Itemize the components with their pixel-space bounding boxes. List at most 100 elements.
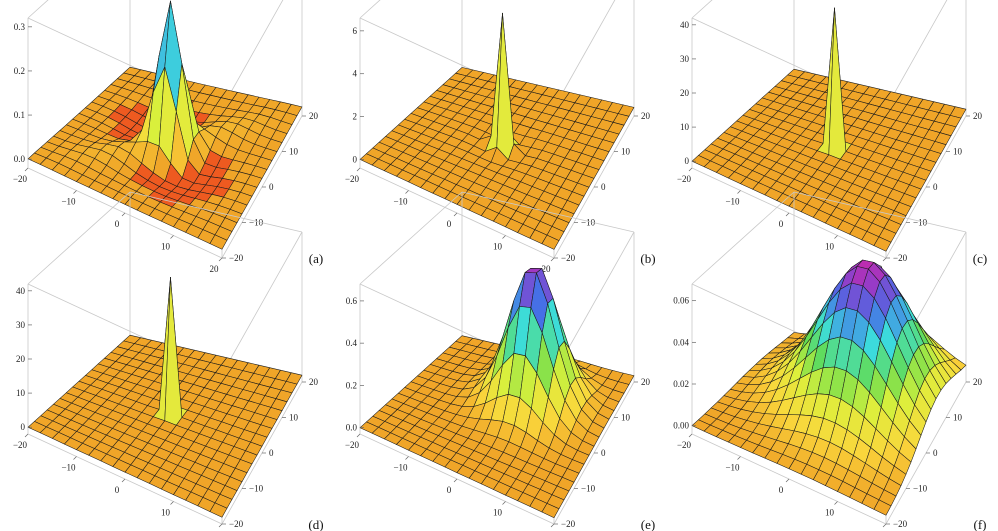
z-tick-label: 40 (680, 20, 690, 30)
y-tick-label: 0 (269, 182, 274, 192)
box-edge (691, 191, 795, 285)
x-tick-mark (550, 257, 555, 262)
x-tick-label: −20 (13, 174, 28, 184)
surface-mesh (359, 12, 635, 250)
x-tick-label: 10 (161, 242, 171, 252)
x-tick-mark (170, 501, 174, 505)
x-tick-label: 0 (447, 485, 452, 495)
z-tick-label: 30 (680, 54, 690, 64)
z-tick-label: 10 (16, 388, 26, 398)
panel-label: (f) (974, 517, 987, 531)
x-tick-mark (737, 456, 741, 460)
x-tick-label: 0 (115, 485, 120, 495)
panel-label: (a) (309, 251, 323, 266)
z-tick-label: 0.06 (673, 296, 689, 306)
box-edge (359, 191, 463, 285)
y-tick-label: −20 (229, 253, 244, 263)
box-edge (793, 191, 967, 233)
y-tick-label: −10 (913, 218, 928, 228)
y-tick-label: 10 (621, 147, 631, 157)
y-tick-label: −10 (249, 218, 264, 228)
box-edge (221, 0, 284, 109)
panel-d: 0 10 20 30 40 −20 −10 0 10 20 −20 −10 0 10 20 (d) (13, 191, 324, 531)
box-edge (461, 191, 635, 233)
y-tick-label: 20 (641, 377, 651, 387)
y-tick-label: −20 (229, 519, 244, 529)
box-edge (221, 231, 303, 375)
x-tick-mark (73, 456, 77, 460)
x-tick-label: −20 (345, 174, 360, 184)
x-tick-mark (218, 257, 223, 262)
panel-label: (c) (973, 251, 987, 266)
y-tick-label: −20 (893, 519, 908, 529)
y-tick-label: 0 (933, 448, 938, 458)
z-tick-label: 30 (16, 320, 26, 330)
x-tick-mark (73, 190, 77, 194)
surface-cell (873, 499, 892, 516)
x-tick-label: 10 (493, 508, 503, 518)
y-tick-label: 20 (641, 111, 651, 121)
y-tick-label: −20 (561, 253, 576, 263)
z-tick-label: 0 (353, 154, 358, 164)
z-tick-label: 0.04 (673, 337, 689, 347)
x-tick-mark (356, 167, 361, 172)
z-tick-label: 0.00 (673, 421, 689, 431)
y-tick-label: 20 (309, 111, 319, 121)
x-tick-label: −10 (61, 197, 76, 207)
surface-cell (209, 234, 228, 250)
z-tick-label: 0.4 (346, 338, 358, 348)
surface-mesh (27, 0, 303, 250)
x-tick-mark (405, 456, 409, 460)
x-tick-label: 0 (779, 219, 784, 229)
x-tick-mark (834, 235, 838, 239)
y-tick-label: 10 (621, 413, 631, 423)
x-tick-mark (453, 478, 458, 483)
z-tick-label: 0.6 (346, 296, 358, 306)
y-tick-label: 10 (953, 413, 963, 423)
x-tick-label: 10 (825, 242, 835, 252)
z-tick-label: 0.2 (346, 380, 357, 390)
z-tick-label: 0.0 (14, 154, 26, 164)
z-tick-label: 0.1 (14, 110, 25, 120)
y-tick-label: −10 (581, 484, 596, 494)
y-tick-label: −20 (561, 519, 576, 529)
z-tick-label: 20 (16, 354, 26, 364)
x-tick-label: 10 (825, 508, 835, 518)
surface-mesh (359, 268, 635, 518)
x-tick-mark (882, 257, 887, 262)
box-edge (129, 191, 303, 233)
y-tick-label: 0 (933, 182, 938, 192)
x-tick-label: −20 (13, 440, 28, 450)
panel-a: 0.0 0.1 0.2 0.3 −20 −10 0 10 20 −20 −10 0 10 20 (a) (13, 0, 323, 274)
y-tick-label: −10 (581, 218, 596, 228)
z-tick-label: 0 (685, 156, 690, 166)
z-tick-label: 40 (16, 286, 26, 296)
x-tick-mark (834, 501, 838, 505)
y-tick-label: 0 (269, 448, 274, 458)
surface-cell (541, 234, 560, 250)
surface-cell (541, 503, 560, 518)
box-edge (359, 0, 381, 19)
x-tick-label: −20 (677, 440, 692, 450)
x-tick-label: −10 (725, 463, 740, 473)
panel-label: (e) (641, 517, 655, 531)
box-edge (27, 0, 49, 19)
z-tick-label: 0.2 (14, 66, 25, 76)
panel-label: (d) (308, 517, 323, 531)
panel-b: 0 2 4 6 −20 −10 0 10 20 −20 −10 0 10 20 (b) (345, 0, 656, 274)
x-tick-mark (550, 523, 555, 528)
y-tick-label: 10 (289, 413, 299, 423)
z-tick-label: 2 (353, 112, 358, 122)
x-tick-mark (218, 523, 223, 528)
z-tick-label: 0.3 (14, 22, 26, 32)
box-edge (885, 0, 948, 109)
y-tick-label: 20 (309, 377, 319, 387)
x-tick-mark (882, 523, 887, 528)
x-tick-mark (24, 433, 29, 438)
z-tick-label: 6 (353, 26, 358, 36)
z-tick-label: 10 (680, 122, 690, 132)
box-edge (27, 191, 131, 285)
x-tick-label: 0 (115, 219, 120, 229)
